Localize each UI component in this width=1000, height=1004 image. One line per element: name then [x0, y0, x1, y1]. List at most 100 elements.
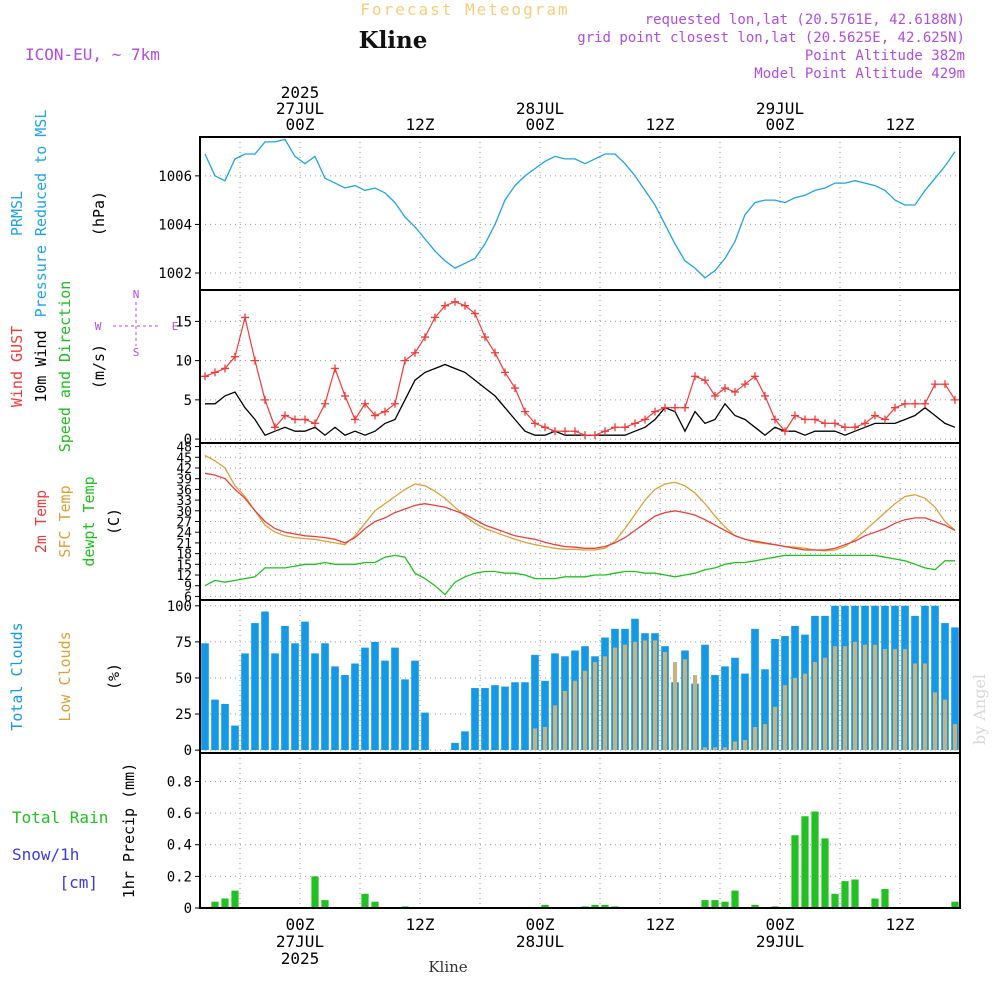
low-cloud-bar	[763, 724, 767, 751]
panel-label-clouds: Low Clouds	[56, 631, 74, 721]
gust-point	[461, 301, 469, 310]
bottom-time-label: 2025	[281, 949, 320, 968]
low-cloud-bar	[893, 649, 897, 751]
panel-frame-wind	[199, 289, 961, 444]
footer-location: Kline	[428, 958, 467, 976]
gust-point	[691, 372, 699, 381]
y-tick-label: 24	[176, 526, 192, 541]
rain-bar	[221, 898, 229, 908]
rain-bar	[711, 900, 719, 908]
gust-point	[661, 403, 669, 412]
gust-point	[891, 403, 899, 412]
total-cloud-bar	[341, 675, 349, 751]
total-cloud-bar	[501, 686, 509, 751]
gust-point	[941, 380, 949, 389]
low-cloud-bar	[953, 724, 957, 751]
series-10m-wind	[205, 363, 956, 437]
y-tick-label: 0.8	[167, 774, 192, 790]
y-tick-label: 1002	[158, 266, 192, 282]
top-time-label: 00Z	[766, 115, 795, 134]
y-tick-label: 39	[176, 473, 192, 488]
gust-point	[631, 419, 639, 428]
low-cloud-bar	[713, 747, 717, 751]
gust-point	[521, 407, 529, 416]
y-tick-label: 0.6	[167, 806, 192, 822]
total-cloud-bar	[551, 653, 559, 751]
panel-label-wind: Wind GUST	[8, 326, 26, 407]
low-cloud-bar	[783, 685, 787, 751]
rain-bar	[731, 890, 739, 908]
total-cloud-bar	[251, 623, 259, 751]
total-cloud-bar	[471, 688, 479, 751]
y-tick-label: 9	[184, 580, 192, 595]
low-cloud-bar	[613, 647, 617, 751]
gust-point	[781, 427, 789, 436]
top-time-label: 27JUL	[276, 99, 324, 118]
low-cloud-bar	[743, 740, 747, 751]
low-cloud-bar	[603, 656, 607, 751]
total-cloud-bar	[241, 653, 249, 751]
top-time-label: 2025	[281, 83, 320, 102]
low-cloud-bar	[623, 644, 627, 751]
y-tick-label: 45	[176, 451, 192, 466]
gust-point	[841, 423, 849, 432]
gust-point	[881, 415, 889, 424]
total-cloud-bar	[721, 666, 729, 751]
total-cloud-bar	[481, 688, 489, 751]
precip-legend-label: Snow/1h	[12, 845, 79, 864]
bottom-time-label: 27JUL	[276, 932, 324, 951]
low-cloud-bar	[553, 705, 557, 751]
y-tick-label: 48	[176, 441, 192, 456]
rain-bar	[851, 879, 859, 908]
gust-point	[611, 423, 619, 432]
total-cloud-bar	[401, 679, 409, 751]
app-title: Forecast Meteogram	[360, 0, 569, 19]
low-cloud-bar	[793, 677, 797, 751]
low-cloud-bar	[913, 663, 917, 751]
rain-bar	[231, 890, 239, 908]
low-cloud-bar	[633, 641, 637, 751]
top-time-label: 29JUL	[756, 99, 804, 118]
gust-point	[801, 415, 809, 424]
gust-point	[381, 407, 389, 416]
rain-bar	[321, 900, 329, 908]
top-time-label: 12Z	[646, 115, 675, 134]
gust-point	[731, 388, 739, 396]
total-cloud-bar	[281, 625, 289, 751]
compass-north: N	[133, 288, 140, 301]
total-cloud-bar	[231, 725, 239, 751]
total-cloud-bar	[951, 627, 959, 751]
gust-point	[921, 399, 929, 408]
low-cloud-bar	[923, 663, 927, 751]
y-tick-label: 27	[176, 516, 192, 531]
panel-label-wind: (m/s)	[90, 344, 108, 389]
gust-point	[431, 313, 439, 322]
low-cloud-bar	[883, 649, 887, 751]
y-tick-label: 5	[184, 393, 192, 409]
gust-point	[391, 399, 399, 408]
gust-point	[621, 423, 629, 432]
panel-label-temp: dewpt Temp	[80, 476, 98, 566]
bottom-time-label: 29JUL	[756, 932, 804, 951]
gust-point	[441, 301, 449, 310]
gust-point	[641, 415, 649, 424]
top-time-label: 00Z	[526, 115, 555, 134]
data-layer	[201, 138, 959, 908]
rain-bar	[801, 816, 809, 908]
rain-bar	[821, 838, 829, 908]
y-tick-label: 0.2	[167, 869, 192, 885]
series-prmsl	[204, 138, 956, 279]
rain-bar	[751, 904, 759, 908]
y-tick-label: 18	[176, 548, 192, 563]
gust-point	[591, 431, 599, 440]
total-cloud-bar	[521, 682, 529, 751]
total-cloud-bar	[751, 628, 759, 751]
rain-bar	[721, 901, 729, 908]
gust-point	[371, 411, 379, 420]
rain-bar	[601, 904, 609, 908]
total-cloud-bar	[761, 669, 769, 751]
low-cloud-bar	[773, 706, 777, 751]
y-tick-label: 0	[184, 432, 192, 448]
